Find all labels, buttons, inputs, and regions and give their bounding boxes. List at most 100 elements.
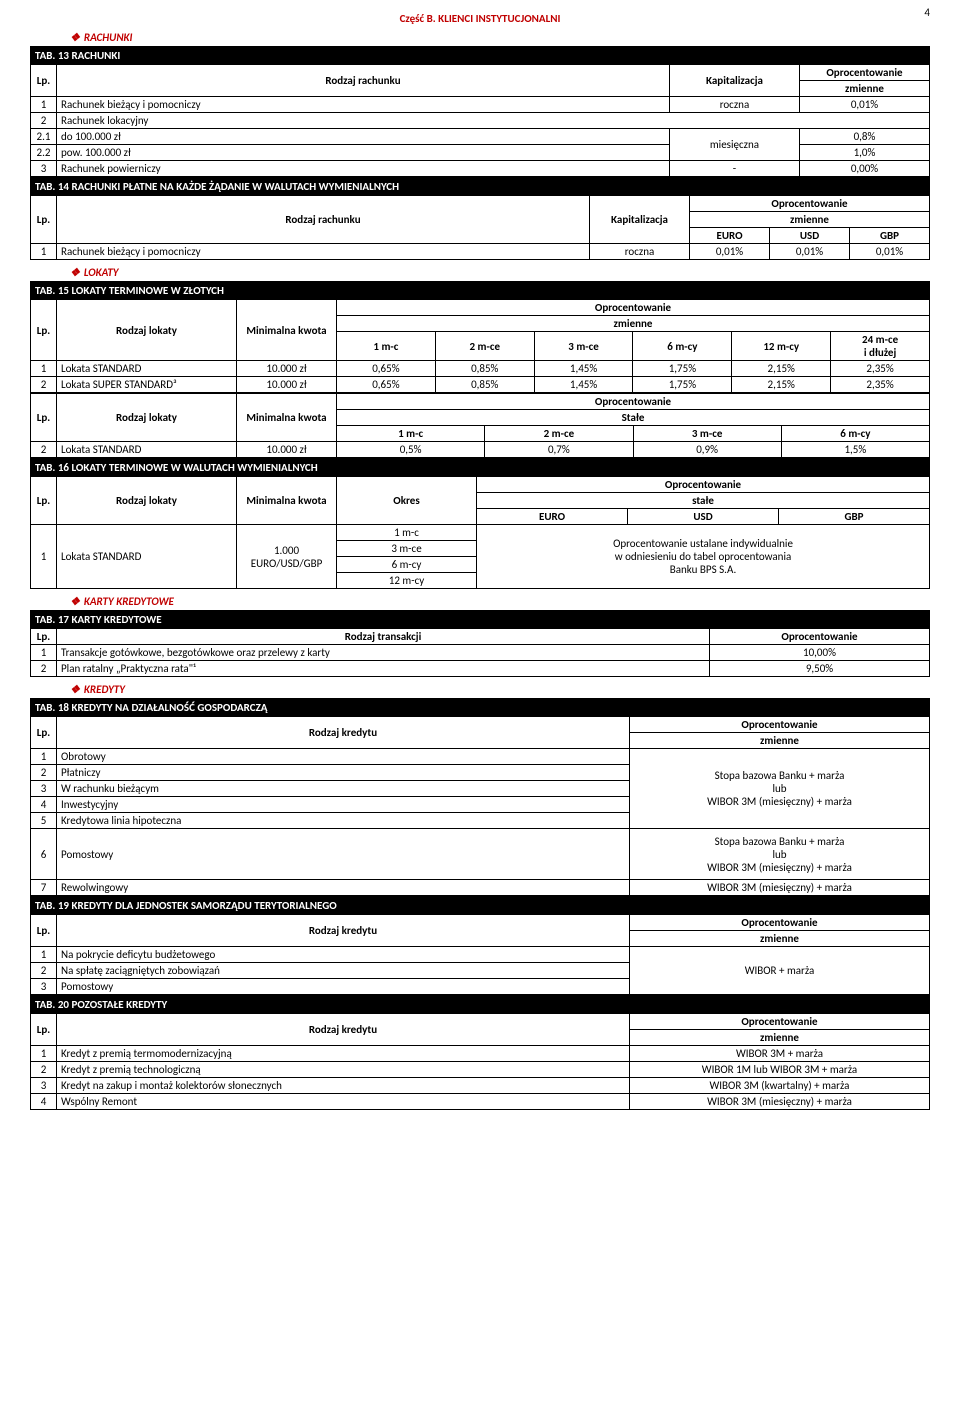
cell-r: 0,65% [337, 377, 436, 393]
hdr-m1: 1 m-c [337, 332, 436, 361]
cell-rate: 0,00% [799, 161, 929, 177]
hdr-gbp: GBP [779, 509, 930, 525]
cell-r: 2,15% [732, 377, 831, 393]
cell-r: 2,15% [732, 361, 831, 377]
cell-lp: 1 [31, 97, 57, 113]
hdr-zm: zmienne [629, 1030, 929, 1046]
tab17-table: TAB. 17 KARTY KREDYTOWE Lp. Rodzaj trans… [30, 610, 930, 677]
cell-cap: - [669, 161, 799, 177]
hdr-m3: 3 m-ce [534, 332, 633, 361]
tab15-table: TAB. 15 LOKATY TERMINOWE W ZŁOTYCH Lp. R… [30, 281, 930, 393]
hdr-lp: Lp. [31, 1014, 57, 1046]
tab14-table: TAB. 14 RACHUNKI PŁATNE NA KAŻDE ŻĄDANIE… [30, 177, 930, 260]
cell-name: Plan ratalny „Praktyczna rata"¹ [57, 661, 710, 677]
hdr-zm: zmienne [799, 81, 929, 97]
hdr-zm: zmienne [690, 212, 930, 228]
cell-gbp: 0,01% [850, 244, 930, 260]
cell-lp: 2 [31, 377, 57, 393]
cell-r: 0,85% [435, 377, 534, 393]
hdr-m6: 6 m-cy [633, 332, 732, 361]
tab20-table: TAB. 20 POZOSTAŁE KREDYTY Lp. Rodzaj kre… [30, 995, 930, 1110]
cell-name: Rachunek bieżący i pomocniczy [57, 244, 590, 260]
cell-note: Oprocentowanie ustalane indywidualnie w … [477, 525, 930, 589]
hdr-min: Minimalna kwota [237, 394, 337, 442]
cell-lp: 3 [31, 1078, 57, 1094]
cell-name: Lokata STANDARD [57, 361, 237, 377]
cell-rate: WIBOR 3M (miesięczny) + marża [629, 1094, 929, 1110]
cell-lp: 3 [31, 979, 57, 995]
section-rachunki-label: RACHUNKI [84, 31, 133, 44]
cell-rate: WIBOR + marża [629, 947, 929, 995]
hdr-rodzaj: Rodzaj lokaty [57, 300, 237, 361]
hdr-lp: Lp. [31, 394, 57, 442]
section-kredyty: ❖KREDYTY [70, 683, 930, 696]
hdr-zm: zmienne [337, 316, 930, 332]
cell-euro: 0,01% [690, 244, 770, 260]
hdr-kap: Kapitalizacja [669, 65, 799, 97]
hdr-kap: Kapitalizacja [590, 196, 690, 244]
cell-name: Kredyt na zakup i montaż kolektorów słon… [57, 1078, 630, 1094]
cell-lp: 2.2 [31, 145, 57, 161]
section-karty-label: KARTY KREDYTOWE [84, 595, 174, 608]
hdr-min: Minimalna kwota [237, 477, 337, 525]
cell-cap: miesięczna [669, 129, 799, 161]
cell-lp: 7 [31, 880, 57, 896]
hdr-opr: Oprocentowanie [629, 1014, 929, 1030]
hdr-trans: Rodzaj transakcji [57, 629, 710, 645]
tab17-title: TAB. 17 KARTY KREDYTOWE [31, 611, 930, 629]
hdr-okres: Okres [337, 477, 477, 525]
cell-name: do 100.000 zł [57, 129, 670, 145]
hdr-opr: Oprocentowanie [477, 477, 930, 493]
cell-r: 0,7% [485, 442, 633, 458]
cell-min: 10.000 zł [237, 361, 337, 377]
cell-lp: 2 [31, 113, 57, 129]
cell-lp: 2 [31, 661, 57, 677]
cell-lp: 1 [31, 1046, 57, 1062]
hdr-stale: stałe [477, 493, 930, 509]
cell-name: Pomostowy [57, 979, 630, 995]
tab16-table: TAB. 16 LOKATY TERMINOWE W WALUTACH WYMI… [30, 458, 930, 589]
cell-rate: WIBOR 1M lub WIBOR 3M + marża [629, 1062, 929, 1078]
cell-lp: 1 [31, 244, 57, 260]
cell-okres: 1 m-c [337, 525, 477, 541]
cell-r: 2,35% [831, 361, 930, 377]
cell-name: Transakcje gotówkowe, bezgotówkowe oraz … [57, 645, 710, 661]
cell-lp: 2 [31, 765, 57, 781]
hdr-lp: Lp. [31, 65, 57, 97]
hdr-lp: Lp. [31, 477, 57, 525]
cell-okres: 12 m-cy [337, 573, 477, 589]
cell-lp: 1 [31, 361, 57, 377]
cell-r: 0,5% [337, 442, 485, 458]
cell-rate: 0,8% [799, 129, 929, 145]
hdr-rodzaj: Rodzaj rachunku [57, 196, 590, 244]
cell-name: W rachunku bieżącym [57, 781, 630, 797]
hdr-euro: EURO [477, 509, 628, 525]
hdr-kredyt: Rodzaj kredytu [57, 915, 630, 947]
part-title: Część B. KLIENCI INSTYTUCJONALNI [30, 12, 930, 25]
tab19-title: TAB. 19 KREDYTY DLA JEDNOSTEK SAMORZĄDU … [31, 897, 930, 915]
cell-lp: 2.1 [31, 129, 57, 145]
cell-lp: 3 [31, 161, 57, 177]
cell-okres: 6 m-cy [337, 557, 477, 573]
cell-rate: 10,00% [710, 645, 930, 661]
hdr-m24: 24 m-ce i dłużej [831, 332, 930, 361]
cell-rate: WIBOR 3M + marża [629, 1046, 929, 1062]
tab19-table: TAB. 19 KREDYTY DLA JEDNOSTEK SAMORZĄDU … [30, 896, 930, 995]
hdr-euro: EURO [690, 228, 770, 244]
hdr-gbp: GBP [850, 228, 930, 244]
hdr-min: Minimalna kwota [237, 300, 337, 361]
tab18-title: TAB. 18 KREDYTY NA DZIAŁALNOŚĆ GOSPODARC… [31, 699, 930, 717]
cell-lp: 1 [31, 525, 57, 589]
cell-rate: 1,0% [799, 145, 929, 161]
cell-name: Lokata STANDARD [57, 525, 237, 589]
cell-lp: 6 [31, 829, 57, 880]
cell-rate: Stopa bazowa Banku + marża lub WIBOR 3M … [630, 749, 930, 829]
cell-lp: 2 [31, 442, 57, 458]
hdr-usd: USD [770, 228, 850, 244]
cell-name: Płatniczy [57, 765, 630, 781]
hdr-zm: zmienne [629, 931, 929, 947]
hdr-lp: Lp. [31, 196, 57, 244]
hdr-opr: Oprocentowanie [629, 915, 929, 931]
hdr-lp: Lp. [31, 629, 57, 645]
cell-r: 1,45% [534, 377, 633, 393]
